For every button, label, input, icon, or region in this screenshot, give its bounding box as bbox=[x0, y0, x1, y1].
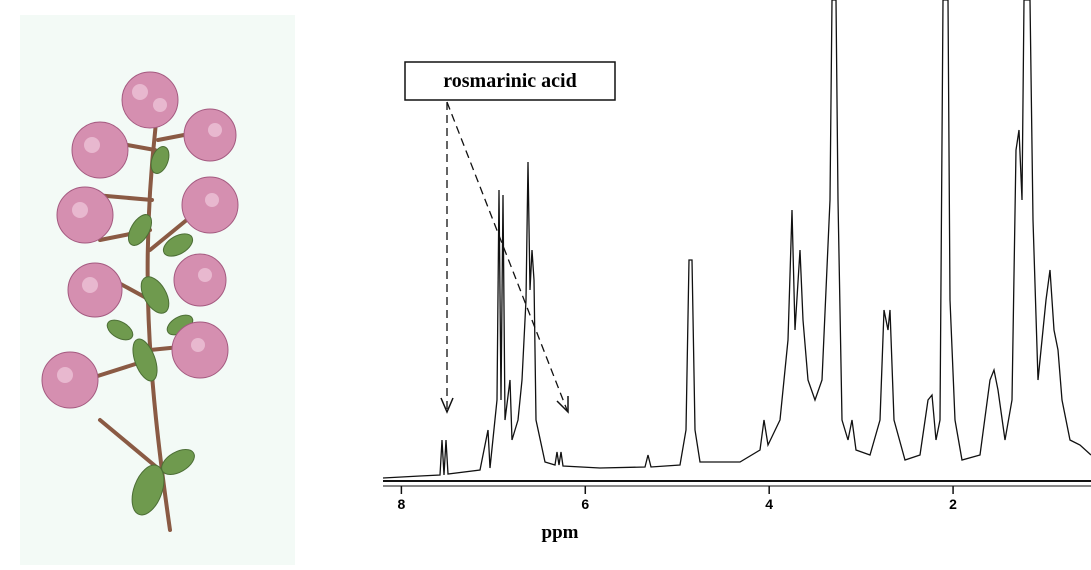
plant-illustration bbox=[20, 15, 295, 565]
x-axis-label: ppm bbox=[542, 522, 579, 543]
spectrum-trace bbox=[382, 0, 1091, 479]
x-tick-label: 4 bbox=[765, 496, 773, 512]
arrow-heads bbox=[440, 396, 569, 414]
annotation: rosmarinic acid bbox=[443, 70, 577, 92]
x-tick-label: 2 bbox=[949, 496, 957, 512]
annotation-arrows bbox=[446, 101, 568, 411]
x-tick-label: 8 bbox=[397, 496, 405, 512]
x-tick-label: 6 bbox=[581, 496, 589, 512]
annotation-box bbox=[404, 61, 616, 101]
